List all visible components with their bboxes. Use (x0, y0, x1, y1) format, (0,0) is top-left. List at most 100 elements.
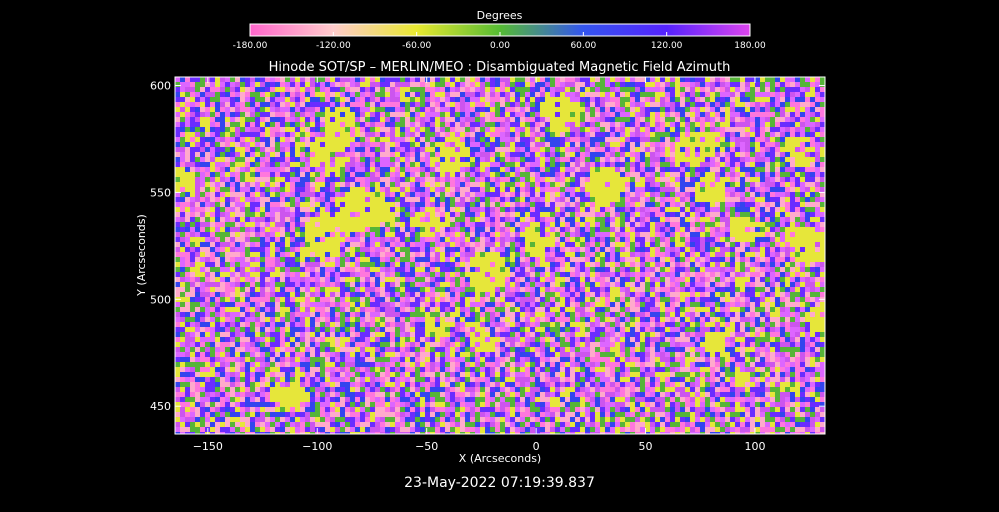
heatmap-cell (525, 222, 530, 227)
heatmap-cell (330, 267, 335, 272)
heatmap-cell (510, 187, 515, 192)
heatmap-cell (295, 227, 300, 232)
heatmap-cell (750, 127, 755, 132)
heatmap-cell (180, 162, 185, 167)
heatmap-cell (390, 137, 395, 142)
heatmap-cell (810, 82, 815, 87)
heatmap-cell (285, 222, 290, 227)
heatmap-cell (220, 192, 225, 197)
heatmap-cell (435, 257, 440, 262)
heatmap-cell (740, 127, 745, 132)
heatmap-cell (730, 237, 735, 242)
heatmap-cell (545, 237, 550, 242)
heatmap-cell (770, 262, 775, 267)
heatmap-cell (460, 172, 465, 177)
heatmap-cell (185, 167, 190, 172)
heatmap-cell (670, 112, 675, 117)
heatmap-cell (360, 162, 365, 167)
heatmap-cell (195, 177, 200, 182)
heatmap-cell (770, 222, 775, 227)
heatmap-cell (805, 237, 810, 242)
heatmap-cell (515, 147, 520, 152)
heatmap-cell (270, 217, 275, 222)
heatmap-cell (820, 187, 825, 192)
heatmap-cell (815, 227, 820, 232)
heatmap-cell (640, 162, 645, 167)
heatmap-cell (510, 147, 515, 152)
heatmap-cell (430, 132, 435, 137)
heatmap-cell (670, 192, 675, 197)
heatmap-cell (545, 142, 550, 147)
heatmap-cell (745, 177, 750, 182)
heatmap-cell (665, 82, 670, 87)
heatmap-cell (340, 222, 345, 227)
heatmap-cell (650, 262, 655, 267)
heatmap-cell (590, 227, 595, 232)
heatmap-cell (175, 222, 180, 227)
heatmap-cell (285, 172, 290, 177)
heatmap-cell (515, 87, 520, 92)
heatmap-cell (720, 122, 725, 127)
heatmap-cell (245, 102, 250, 107)
heatmap-cell (490, 262, 495, 267)
heatmap-cell (805, 187, 810, 192)
heatmap-cell (410, 212, 415, 217)
heatmap-cell (285, 212, 290, 217)
heatmap-cell (585, 87, 590, 92)
heatmap-cell (725, 182, 730, 187)
heatmap-cell (345, 222, 350, 227)
heatmap-cell (375, 192, 380, 197)
heatmap-cell (240, 167, 245, 172)
heatmap-cell (385, 157, 390, 162)
heatmap-cell (495, 82, 500, 87)
heatmap-cell (565, 147, 570, 152)
heatmap-cell (565, 232, 570, 237)
heatmap-cell (370, 242, 375, 247)
heatmap-cell (770, 132, 775, 137)
heatmap-cell (525, 192, 530, 197)
heatmap-cell (350, 252, 355, 257)
heatmap-cell (345, 77, 350, 82)
heatmap-cell (435, 227, 440, 232)
heatmap-cell (310, 202, 315, 207)
heatmap-cell (780, 97, 785, 102)
heatmap-cell (635, 172, 640, 177)
heatmap-cell (410, 207, 415, 212)
heatmap-cell (800, 117, 805, 122)
heatmap-cell (585, 167, 590, 172)
heatmap-cell (475, 222, 480, 227)
heatmap-cell (370, 252, 375, 257)
heatmap-cell (780, 237, 785, 242)
heatmap-cell (780, 162, 785, 167)
heatmap-cell (525, 177, 530, 182)
heatmap-cell (730, 197, 735, 202)
heatmap-cell (345, 137, 350, 142)
heatmap-cell (795, 177, 800, 182)
heatmap-cell (625, 102, 630, 107)
heatmap-cell (815, 232, 820, 237)
heatmap-cell (790, 102, 795, 107)
heatmap-cell (590, 107, 595, 112)
heatmap-cell (500, 262, 505, 267)
heatmap-cell (745, 242, 750, 247)
heatmap-cell (500, 117, 505, 122)
heatmap-cell (340, 147, 345, 152)
heatmap-cell (325, 92, 330, 97)
heatmap-cell (685, 237, 690, 242)
heatmap-cell (405, 92, 410, 97)
heatmap-cell (270, 242, 275, 247)
heatmap-cell (350, 167, 355, 172)
heatmap-cell (410, 177, 415, 182)
heatmap-cell (345, 132, 350, 137)
heatmap-cell (490, 192, 495, 197)
heatmap-cell (715, 257, 720, 262)
heatmap-cell (200, 102, 205, 107)
heatmap-cell (230, 222, 235, 227)
heatmap-cell (620, 252, 625, 257)
heatmap-cell (800, 202, 805, 207)
heatmap-cell (740, 227, 745, 232)
heatmap-cell (510, 117, 515, 122)
heatmap-cell (285, 122, 290, 127)
heatmap-cell (230, 262, 235, 267)
heatmap-cell (360, 122, 365, 127)
